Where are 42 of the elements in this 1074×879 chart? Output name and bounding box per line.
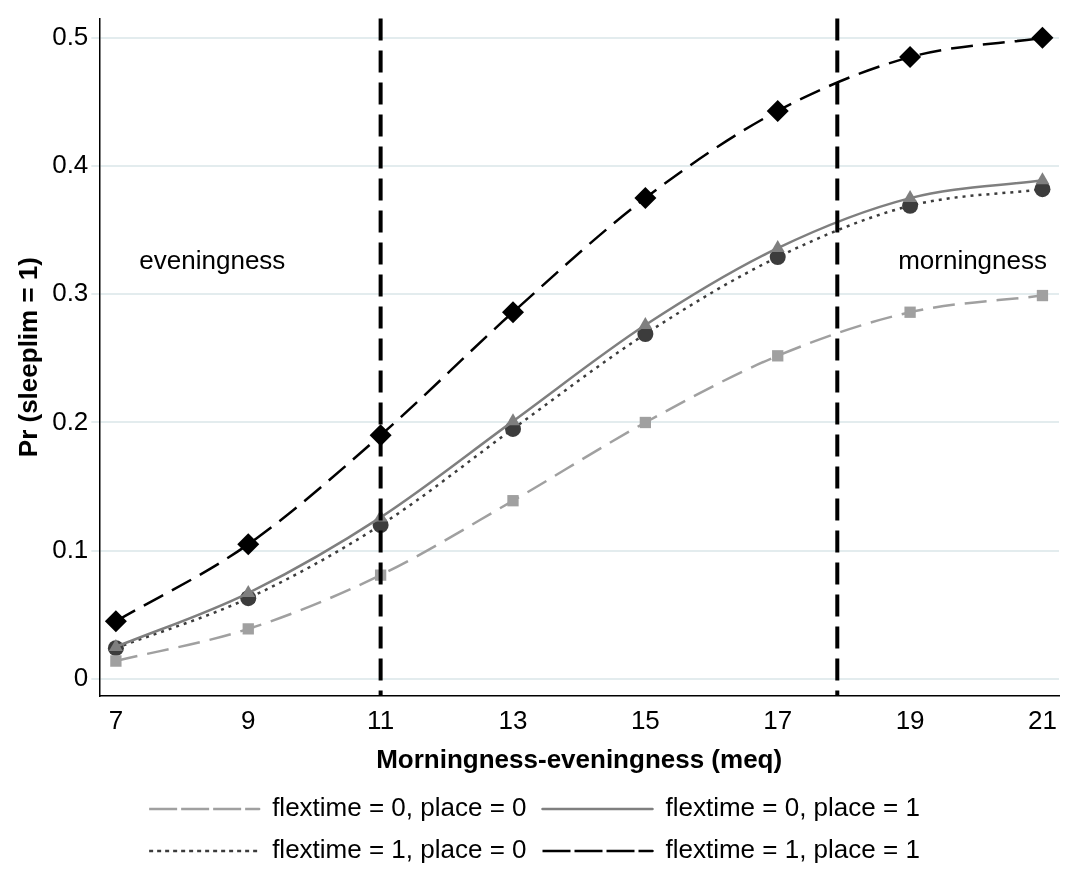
legend-label: flextime = 1, place = 0	[272, 834, 527, 865]
annotation: eveningness	[139, 245, 286, 276]
legend-label: flextime = 0, place = 0	[272, 792, 527, 823]
point	[104, 610, 127, 633]
point	[507, 495, 519, 507]
point	[506, 413, 520, 426]
point	[903, 190, 918, 203]
point	[899, 46, 922, 69]
point	[501, 301, 524, 324]
point	[770, 240, 785, 253]
legend-label: flextime = 1, place = 1	[665, 834, 920, 865]
x-tick-label: 9	[241, 705, 256, 736]
point	[110, 655, 122, 667]
point	[634, 187, 657, 210]
point	[237, 533, 260, 556]
annotation: morningness	[898, 245, 1047, 276]
y-tick-label: 0.3	[52, 277, 89, 308]
y-tick-label: 0.1	[52, 533, 89, 564]
point	[904, 306, 916, 318]
y-tick-label: 0.4	[52, 149, 89, 180]
point	[639, 416, 652, 429]
x-tick-label: 15	[630, 705, 660, 736]
x-tick-label: 21	[1027, 705, 1057, 736]
point	[1031, 26, 1054, 49]
point	[242, 623, 254, 635]
point	[1036, 289, 1049, 302]
x-tick-label: 13	[498, 705, 528, 736]
point	[1035, 172, 1050, 185]
y-tick-label: 0	[73, 662, 89, 693]
point	[241, 585, 256, 598]
x-tick-label: 7	[108, 705, 124, 736]
point	[766, 99, 789, 122]
point	[638, 317, 653, 330]
x-tick-label: 11	[367, 705, 395, 736]
y-tick-label: 0.5	[52, 21, 89, 51]
y-axis-title: Pr (sleeplim = 1)	[12, 257, 43, 458]
point	[772, 350, 784, 362]
x-tick-label: 17	[763, 705, 793, 736]
x-axis-title: Morningness-eveningness (meq)	[376, 743, 783, 774]
x-tick-label: 19	[895, 705, 925, 736]
legend-label: flextime = 0, place = 1	[665, 792, 920, 823]
y-tick-label: 0.2	[52, 405, 89, 436]
